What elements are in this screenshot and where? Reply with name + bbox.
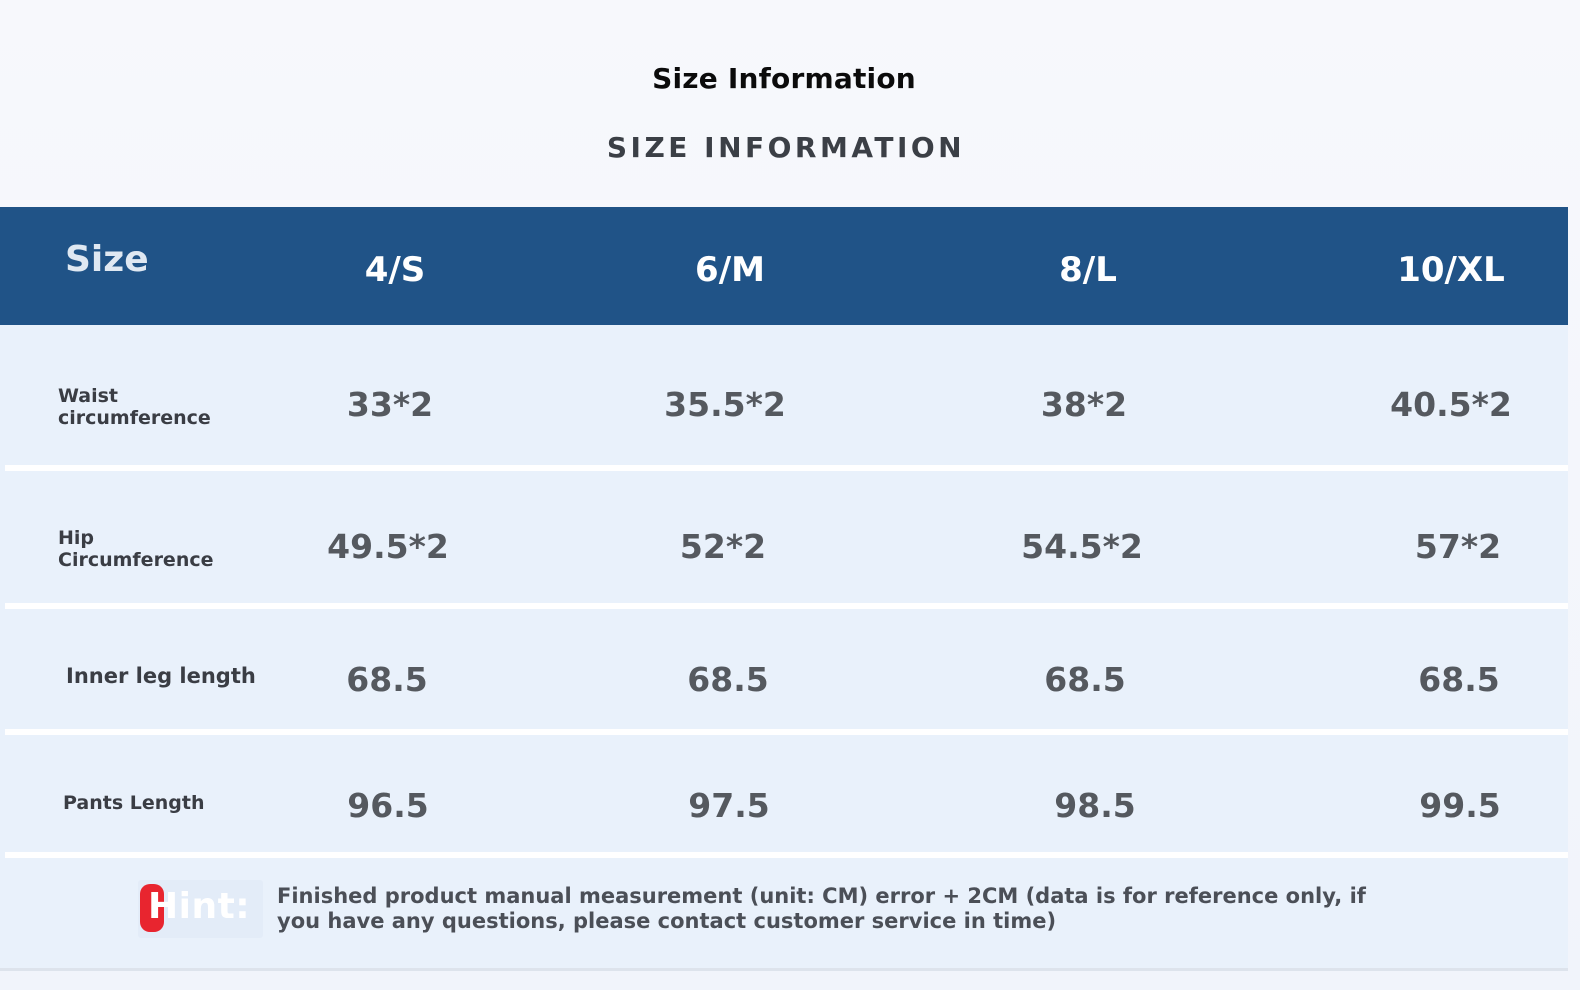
table-cell: 49.5*2 bbox=[327, 527, 449, 566]
table-cell: 97.5 bbox=[688, 786, 770, 825]
table-cell: 40.5*2 bbox=[1390, 385, 1512, 424]
table-cell: 33*2 bbox=[346, 385, 434, 424]
table-cell: 96.5 bbox=[347, 786, 429, 825]
row-label-hip-line1: Hip bbox=[58, 527, 95, 549]
header-size-l: 8/L bbox=[1059, 250, 1117, 290]
hint-text: Finished product manual measurement (uni… bbox=[277, 884, 1366, 933]
header-size-xl: 10/XL bbox=[1397, 250, 1505, 290]
header-size-m: 6/M bbox=[695, 250, 765, 290]
table-cell: 68.5 bbox=[346, 660, 428, 699]
row-label-hip-line2: Circumference bbox=[58, 549, 214, 571]
page-title: Size Information bbox=[652, 62, 916, 95]
hint-badge: Hint: bbox=[138, 880, 263, 938]
row-label-waist-line1: Waist bbox=[58, 385, 119, 407]
hint-accent-bar bbox=[140, 884, 164, 932]
table-cell: 54.5*2 bbox=[1021, 527, 1143, 566]
row-divider bbox=[5, 465, 1568, 471]
row-divider bbox=[5, 729, 1568, 735]
table-cell: 68.5 bbox=[687, 660, 769, 699]
header-size-label: Size bbox=[65, 239, 149, 280]
row-divider bbox=[5, 852, 1568, 858]
row-label-waist-line2: circumference bbox=[58, 407, 211, 429]
table-cell: 57*2 bbox=[1414, 527, 1502, 566]
table-cell: 52*2 bbox=[679, 527, 767, 566]
row-label-pants-length: Pants Length bbox=[63, 792, 205, 814]
table-cell: 38*2 bbox=[1040, 385, 1128, 424]
table-cell: 35.5*2 bbox=[664, 385, 786, 424]
bottom-divider bbox=[0, 968, 1568, 971]
row-divider bbox=[5, 603, 1568, 609]
table-header: Size 4/S 6/M 8/L 10/XL bbox=[0, 207, 1568, 325]
hint-label: Hint: bbox=[148, 886, 251, 927]
row-label-inner-leg: Inner leg length bbox=[66, 664, 256, 688]
table-cell: 68.5 bbox=[1418, 660, 1500, 699]
row-label-waist: Waist circumference bbox=[58, 385, 211, 429]
table-cell: 98.5 bbox=[1054, 786, 1136, 825]
row-label-hip: Hip Circumference bbox=[58, 527, 214, 571]
table-cell: 68.5 bbox=[1044, 660, 1126, 699]
table-cell: 99.5 bbox=[1419, 786, 1501, 825]
size-table: Size 4/S 6/M 8/L 10/XL Waist circumferen… bbox=[0, 207, 1568, 969]
page-subtitle: SIZE INFORMATION bbox=[606, 131, 966, 164]
header-size-s: 4/S bbox=[364, 250, 426, 290]
